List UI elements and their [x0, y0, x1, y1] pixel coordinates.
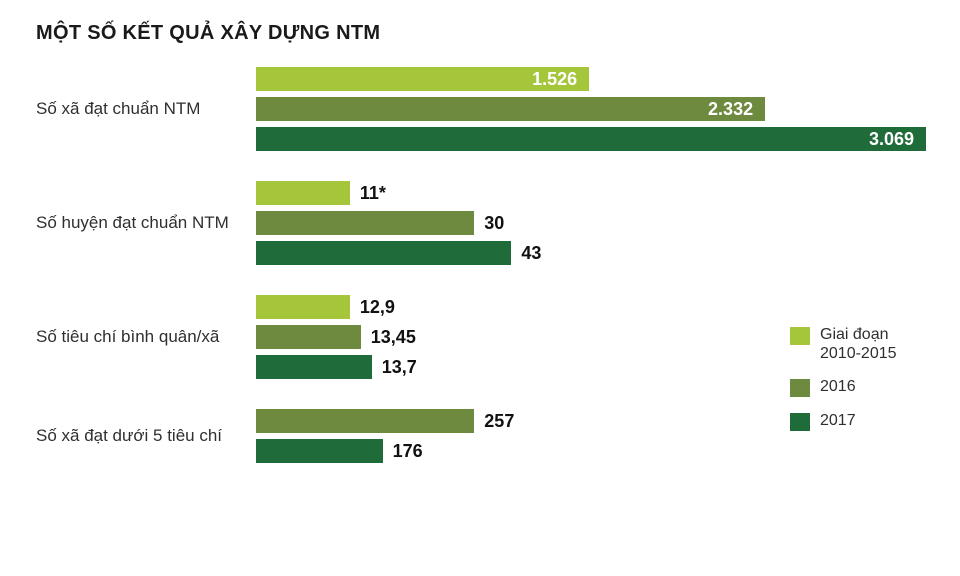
bar-value: 176: [393, 441, 423, 462]
bar-value: 30: [484, 213, 504, 234]
chart-title: MỘT SỐ KẾT QUẢ XÂY DỰNG NTM: [36, 22, 932, 45]
legend-item: Giai đoạn 2010-2015: [790, 325, 930, 363]
bar-value: 13,7: [382, 357, 417, 378]
bar: [256, 439, 383, 463]
bar-row: 30: [256, 211, 932, 235]
group-label: Số xã đạt dưới 5 tiêu chí: [36, 425, 246, 446]
legend-swatch: [790, 327, 810, 345]
bar-value: 3.069: [256, 129, 926, 150]
bar: 1.526: [256, 67, 589, 91]
bar-row: 176: [256, 439, 932, 463]
bar: 3.069: [256, 127, 926, 151]
bar: [256, 355, 372, 379]
legend-label: 2017: [820, 411, 856, 430]
bar: [256, 295, 350, 319]
legend-item: 2016: [790, 377, 930, 397]
bar: [256, 181, 350, 205]
bar-value: 13,45: [371, 327, 416, 348]
bar-group: Số huyện đạt chuẩn NTM 11* 30 43: [36, 181, 932, 265]
bar: 2.332: [256, 97, 765, 121]
bar-value: 11*: [360, 183, 386, 204]
bar-row: 3.069: [256, 127, 932, 151]
bar-row: 2.332: [256, 97, 932, 121]
bar: [256, 409, 474, 433]
bar-row: 43: [256, 241, 932, 265]
bar-group: Số xã đạt chuẩn NTM 1.526 2.332 3.069: [36, 67, 932, 151]
bars-column: 1.526 2.332 3.069: [256, 67, 932, 151]
group-label: Số tiêu chí bình quân/xã: [36, 326, 246, 347]
bar-row: 12,9: [256, 295, 932, 319]
bar-value: 43: [521, 243, 541, 264]
legend: Giai đoạn 2010-2015 2016 2017: [790, 325, 930, 431]
legend-label: Giai đoạn 2010-2015: [820, 325, 930, 363]
bar: [256, 211, 474, 235]
bar-value: 2.332: [256, 99, 765, 120]
bar-value: 1.526: [256, 69, 589, 90]
bar-row: 11*: [256, 181, 932, 205]
legend-swatch: [790, 413, 810, 431]
bar-row: 1.526: [256, 67, 932, 91]
bar: [256, 241, 511, 265]
group-label: Số xã đạt chuẩn NTM: [36, 98, 246, 119]
bars-column: 11* 30 43: [256, 181, 932, 265]
bar-value: 12,9: [360, 297, 395, 318]
legend-label: 2016: [820, 377, 856, 396]
bar-value: 257: [484, 411, 514, 432]
bar: [256, 325, 361, 349]
legend-item: 2017: [790, 411, 930, 431]
group-label: Số huyện đạt chuẩn NTM: [36, 212, 246, 233]
legend-swatch: [790, 379, 810, 397]
